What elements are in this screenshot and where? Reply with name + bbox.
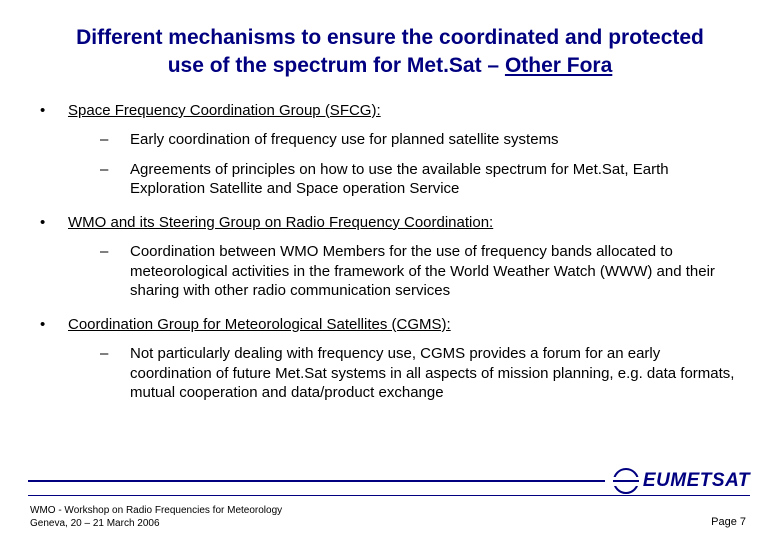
- bullet-list: •Space Frequency Coordination Group (SFC…: [40, 101, 740, 403]
- divider-line: [28, 480, 605, 482]
- sub-bullet-item: –Coordination between WMO Members for th…: [100, 242, 740, 301]
- sub-bullet-text: Agreements of principles on how to use t…: [130, 160, 740, 199]
- sub-bullet-text: Not particularly dealing with frequency …: [130, 344, 740, 403]
- title-underlined: Other Fora: [505, 54, 612, 77]
- bullet-level2-icon: –: [100, 130, 130, 150]
- sub-bullet-list: –Coordination between WMO Members for th…: [100, 242, 740, 301]
- bullet-level2-icon: –: [100, 160, 130, 199]
- logo-mark-icon: [613, 468, 639, 494]
- bullet-level1-icon: •: [40, 315, 68, 335]
- bullet-level2-icon: –: [100, 242, 130, 301]
- bullet-item: •Coordination Group for Meteorological S…: [40, 315, 740, 335]
- bullet-level2-icon: –: [100, 344, 130, 403]
- logo-text: EUMETSAT: [643, 470, 750, 492]
- sub-bullet-item: –Agreements of principles on how to use …: [100, 160, 740, 199]
- bullet-heading: Coordination Group for Meteorological Sa…: [68, 315, 740, 335]
- bullet-level1-icon: •: [40, 213, 68, 233]
- sub-bullet-text: Coordination between WMO Members for the…: [130, 242, 740, 301]
- sub-bullet-text: Early coordination of frequency use for …: [130, 130, 740, 150]
- footer-text: WMO - Workshop on Radio Frequencies for …: [30, 504, 282, 530]
- slide-content: •Space Frequency Coordination Group (SFC…: [40, 101, 740, 403]
- footer-line2: Geneva, 20 – 21 March 2006: [30, 517, 282, 530]
- sub-bullet-item: –Not particularly dealing with frequency…: [100, 344, 740, 403]
- sub-bullet-list: –Early coordination of frequency use for…: [100, 130, 740, 199]
- bullet-item: •WMO and its Steering Group on Radio Fre…: [40, 213, 740, 233]
- sub-bullet-list: –Not particularly dealing with frequency…: [100, 344, 740, 403]
- footer: EUMETSAT WMO - Workshop on Radio Frequen…: [0, 476, 780, 540]
- logo-row: EUMETSAT: [28, 468, 750, 494]
- divider-line-thin: [28, 495, 750, 496]
- slide-title: Different mechanisms to ensure the coord…: [40, 24, 740, 81]
- bullet-heading: Space Frequency Coordination Group (SFCG…: [68, 101, 740, 121]
- eumetsat-logo: EUMETSAT: [613, 468, 750, 494]
- page-number: Page 7: [711, 516, 746, 528]
- bullet-level1-icon: •: [40, 101, 68, 121]
- slide: Different mechanisms to ensure the coord…: [0, 0, 780, 540]
- footer-line1: WMO - Workshop on Radio Frequencies for …: [30, 504, 282, 517]
- bullet-item: •Space Frequency Coordination Group (SFC…: [40, 101, 740, 121]
- sub-bullet-item: –Early coordination of frequency use for…: [100, 130, 740, 150]
- bullet-heading: WMO and its Steering Group on Radio Freq…: [68, 213, 740, 233]
